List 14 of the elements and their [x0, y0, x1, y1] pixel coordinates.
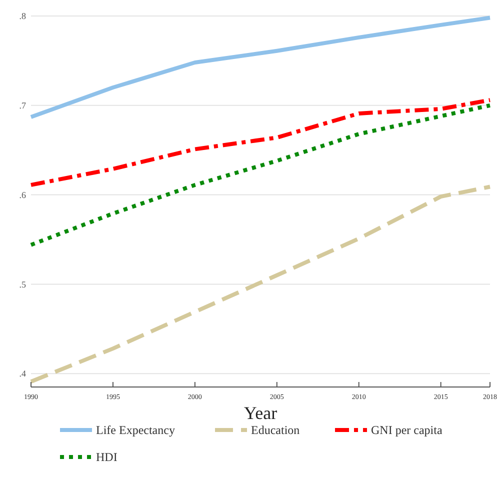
line-series	[29, 184, 492, 384]
legend-label: Education	[251, 423, 300, 438]
legend-label: HDI	[96, 450, 118, 464]
line-series	[29, 103, 492, 247]
line-series	[29, 16, 492, 120]
y-tick-label: .8	[19, 11, 26, 22]
legend-label: Life Expectancy	[96, 423, 175, 438]
line-series	[29, 98, 492, 187]
y-tick-label: .5	[19, 279, 26, 290]
y-tick-label: .6	[19, 190, 26, 200]
legend-label: GNI per capita	[371, 423, 443, 438]
y-tick-label: .7	[19, 100, 26, 111]
x-axis-title: Year	[244, 403, 278, 423]
y-tick-label: .4	[19, 368, 26, 379]
